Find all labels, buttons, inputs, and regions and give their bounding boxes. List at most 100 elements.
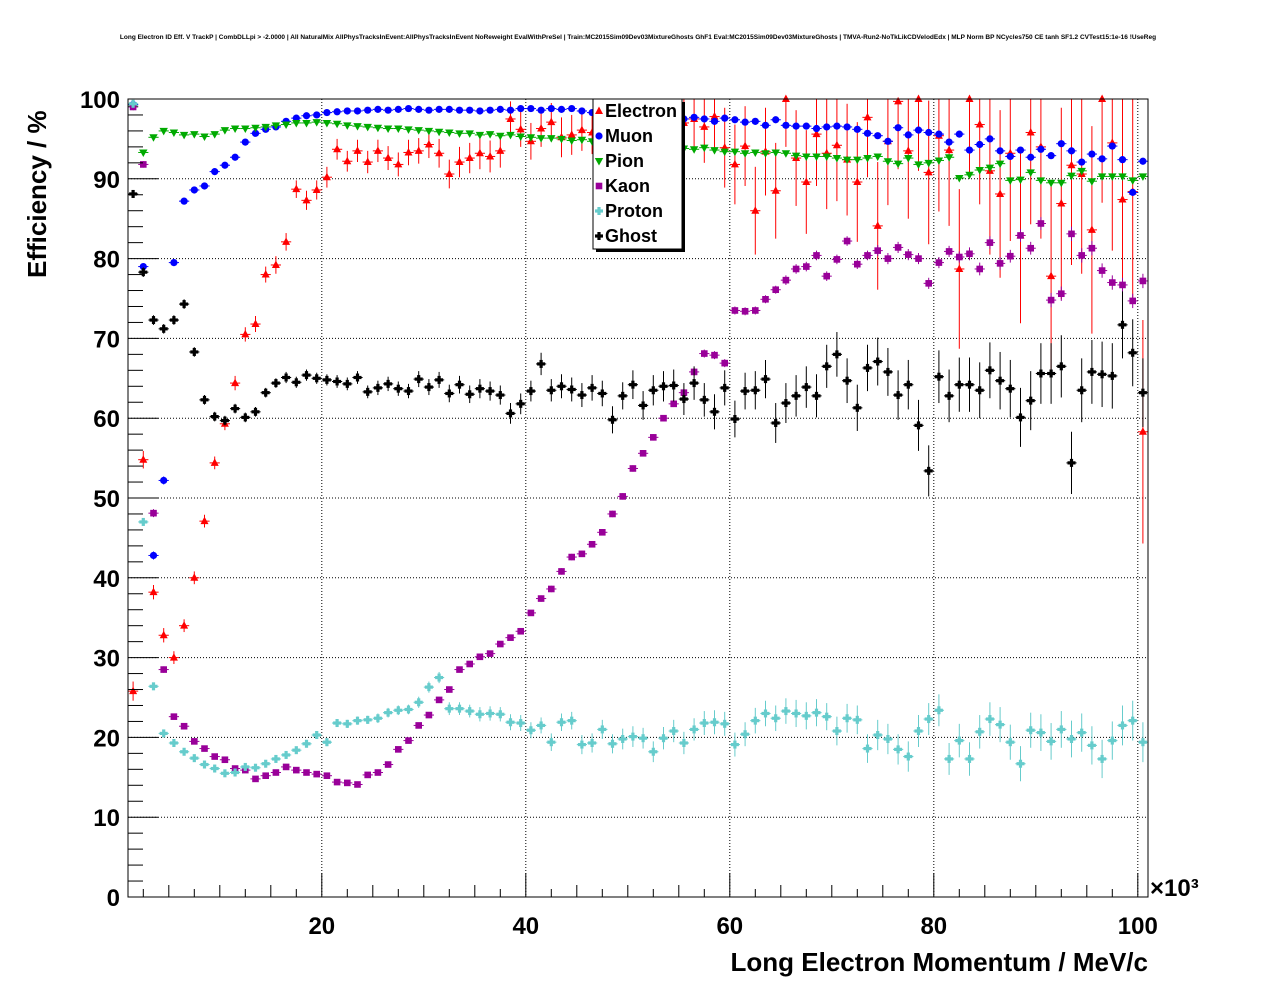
proton-point	[149, 682, 158, 691]
pion-point	[445, 129, 454, 138]
ghost-point	[129, 189, 138, 198]
pion-point	[985, 164, 995, 173]
kaon-point	[1078, 252, 1085, 259]
kaon-point	[180, 722, 188, 730]
electron-point	[231, 378, 240, 387]
kaon-point	[150, 509, 157, 517]
ghost-point	[384, 379, 393, 388]
muon-point	[965, 146, 974, 154]
kaon-point	[344, 779, 351, 787]
pion-point	[904, 155, 913, 163]
ghost-point	[547, 386, 556, 395]
electron-point	[424, 139, 433, 148]
electron-point	[180, 621, 189, 629]
pion-point	[1138, 173, 1148, 181]
ghost-point	[220, 416, 229, 425]
kaon-point	[741, 307, 749, 315]
kaon-series	[128, 103, 1148, 788]
pion-point	[1067, 172, 1076, 181]
ghost-point	[843, 376, 852, 385]
kaon-point	[1027, 244, 1034, 252]
kaon-point	[476, 653, 484, 661]
kaon-point	[395, 746, 402, 753]
electron-point	[210, 458, 219, 466]
kaon-point	[1047, 296, 1055, 304]
proton-point	[975, 727, 984, 736]
ghost-point	[251, 407, 260, 416]
muon-point	[935, 130, 943, 138]
proton-point	[965, 754, 974, 763]
proton-point	[700, 719, 709, 728]
electron-point	[343, 156, 352, 165]
muon-point	[547, 104, 555, 113]
pion-point	[516, 133, 525, 142]
electron-point	[363, 157, 372, 166]
y-tick-label: 60	[93, 406, 120, 433]
muon-point	[190, 186, 198, 194]
series-layer	[128, 94, 1148, 788]
proton-point	[435, 673, 444, 682]
kaon-point	[568, 553, 575, 561]
kaon-point	[1129, 297, 1136, 305]
proton-point	[526, 726, 535, 735]
proton-point	[516, 719, 525, 728]
proton-point	[812, 708, 821, 717]
muon-point	[823, 123, 831, 131]
kaon-point	[588, 540, 596, 548]
proton-point	[302, 739, 311, 748]
pion-point	[383, 125, 393, 134]
pion-point	[1118, 173, 1127, 181]
ghost-point	[741, 387, 750, 396]
pion-point	[363, 123, 372, 132]
muon-point	[374, 105, 382, 113]
pion-point	[169, 129, 179, 138]
muon-point	[557, 105, 566, 113]
pion-point	[1046, 179, 1056, 188]
muon-point	[1139, 157, 1147, 165]
electron-point	[282, 237, 291, 245]
x-tick-label: 60	[716, 913, 743, 940]
electron-point	[904, 146, 913, 154]
proton-point	[1077, 728, 1086, 737]
ghost-point	[792, 391, 801, 400]
muon-point	[945, 138, 953, 146]
kaon-point	[925, 280, 932, 287]
proton-point	[1006, 738, 1015, 747]
grid-lines	[128, 99, 1148, 897]
pion-point	[802, 153, 811, 161]
muon-point	[761, 121, 770, 129]
proton-point	[282, 750, 291, 759]
pion-point	[853, 156, 862, 165]
proton-point	[1138, 738, 1147, 747]
pion-point	[1006, 177, 1015, 185]
proton-point	[802, 711, 811, 720]
chart-title: Long Electron ID Eff. V TrackP | CombDLL…	[119, 34, 1157, 41]
x-axis-multiplier: ×10³	[1150, 875, 1199, 902]
pion-point	[139, 149, 148, 157]
pion-point	[567, 137, 576, 145]
ghost-point	[1036, 369, 1045, 378]
muon-point	[751, 117, 759, 125]
electron-point	[302, 195, 311, 204]
muon-point	[700, 115, 708, 123]
electron-point	[384, 153, 393, 162]
muon-point	[241, 138, 249, 146]
kaon-point	[1098, 267, 1106, 274]
proton-point	[496, 710, 505, 719]
ghost-point	[271, 379, 280, 388]
ghost-point	[832, 350, 841, 359]
muon-point	[506, 106, 515, 114]
kaon-point	[293, 766, 300, 774]
electron-point	[832, 140, 841, 149]
proton-point	[180, 747, 189, 756]
kaon-point	[527, 609, 535, 617]
pion-point	[149, 134, 158, 142]
ghost-point	[149, 316, 158, 325]
ghost-point	[190, 347, 199, 356]
pion-point	[424, 127, 434, 136]
ghost-point	[996, 376, 1005, 385]
ghost-point	[863, 363, 872, 372]
muon-point	[200, 182, 209, 190]
kaon-point	[374, 769, 382, 776]
y-tick-label: 0	[107, 885, 120, 912]
